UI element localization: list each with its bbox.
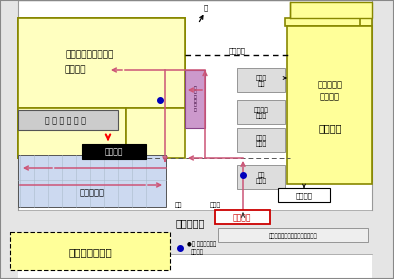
- Text: エ
レ
ベ
ー
タ
ー: エ レ ベ ー タ ー: [194, 86, 196, 112]
- Text: 車両はここからしか入られません: 車両はここからしか入られません: [269, 233, 318, 239]
- Text: 花壇: 花壇: [174, 202, 182, 208]
- Text: 別　　館: 別 館: [64, 66, 86, 74]
- Polygon shape: [278, 188, 330, 202]
- Text: 本　　館: 本 館: [318, 123, 342, 133]
- Text: ２階地下: ２階地下: [229, 48, 245, 54]
- Polygon shape: [18, 108, 126, 158]
- Polygon shape: [10, 232, 170, 270]
- Polygon shape: [290, 26, 372, 181]
- Polygon shape: [237, 165, 285, 189]
- Polygon shape: [82, 144, 146, 159]
- Polygon shape: [18, 155, 166, 207]
- Polygon shape: [18, 110, 118, 130]
- Polygon shape: [218, 228, 368, 242]
- Polygon shape: [295, 18, 372, 26]
- Polygon shape: [18, 108, 126, 158]
- Text: 車両入口: 車両入口: [233, 213, 251, 222]
- Polygon shape: [18, 18, 185, 108]
- Text: 案内看板: 案内看板: [191, 249, 204, 255]
- Polygon shape: [185, 70, 205, 128]
- Polygon shape: [0, 0, 18, 279]
- Text: 駐　車　場: 駐 車 場: [80, 189, 104, 198]
- Text: 別館入口: 別館入口: [105, 148, 123, 157]
- Text: タクシー
停車場: タクシー 停車場: [253, 107, 268, 119]
- Polygon shape: [285, 18, 360, 26]
- Polygon shape: [126, 108, 185, 158]
- Text: 健 診 セ ン タ ー: 健 診 セ ン タ ー: [45, 117, 85, 126]
- Polygon shape: [18, 18, 185, 158]
- Text: 中央病院: 中央病院: [320, 93, 340, 102]
- Text: 時間外
入口: 時間外 入口: [255, 75, 267, 87]
- Text: 北: 北: [204, 5, 208, 11]
- Text: ●は 健診センター: ●は 健診センター: [187, 241, 216, 247]
- Polygon shape: [372, 0, 394, 279]
- Polygon shape: [237, 100, 285, 124]
- Text: 十和田市立中央病院: 十和田市立中央病院: [66, 50, 114, 59]
- Polygon shape: [237, 68, 285, 92]
- Text: 対話
駐車場: 対話 駐車場: [255, 172, 267, 184]
- Polygon shape: [290, 2, 372, 18]
- Polygon shape: [287, 26, 372, 184]
- Text: 官庁街通り: 官庁街通り: [175, 218, 205, 228]
- Text: 市保健センター: 市保健センター: [68, 247, 112, 257]
- Polygon shape: [215, 210, 270, 224]
- Polygon shape: [18, 18, 185, 108]
- Polygon shape: [237, 128, 285, 152]
- Text: 本館入口: 本館入口: [296, 193, 312, 199]
- Text: 駐輪場: 駐輪場: [209, 202, 221, 208]
- Polygon shape: [0, 210, 394, 255]
- Text: 車椅子
駐車場: 車椅子 駐車場: [255, 135, 267, 147]
- Text: 十和田市立: 十和田市立: [318, 81, 342, 90]
